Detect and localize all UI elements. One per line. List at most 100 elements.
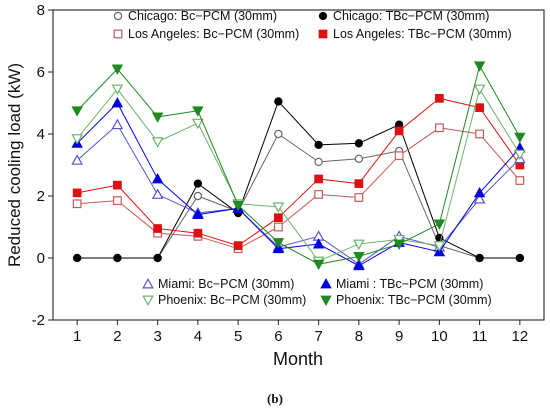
legend-item-chicago-bc-pcm-30mm: Chicago: Bc−PCM (30mm) xyxy=(113,9,277,23)
data-point-miami-tbc-pcm-30mm-month-7 xyxy=(312,238,325,249)
data-point-los-angeles-tbc-pcm-30mm-month-8 xyxy=(354,179,364,188)
data-point-miami-bc-pcm-30mm-month-2 xyxy=(111,118,124,130)
legend-marker-miami-tbc-pcm-30mm xyxy=(320,278,332,289)
data-point-los-angeles-tbc-pcm-30mm-month-4 xyxy=(193,228,203,238)
data-point-los-angeles-bc-pcm-30mm-month-12 xyxy=(515,176,525,185)
series-line-miami-tbc-pcm-30mm xyxy=(76,102,521,267)
data-point-miami-tbc-pcm-30mm-month-2 xyxy=(111,97,124,108)
y-tick-label: 8 xyxy=(37,2,45,19)
x-tick-label: 3 xyxy=(153,328,161,345)
data-point-chicago-tbc-pcm-30mm-month-12 xyxy=(515,253,525,263)
x-tick-label: 10 xyxy=(431,328,448,345)
data-point-phoenix-bc-pcm-30mm-month-8 xyxy=(353,239,365,251)
data-point-phoenix-bc-pcm-30mm-month-2 xyxy=(111,84,124,96)
data-point-los-angeles-bc-pcm-30mm-month-8 xyxy=(354,193,364,202)
series-line-los-angeles-bc-pcm-30mm xyxy=(77,127,521,250)
legend-label-phoenix-bc-pcm-30mm: Phoenix: Bc−PCM (30mm) xyxy=(158,293,306,307)
data-point-miami-bc-pcm-30mm-month-11 xyxy=(473,193,486,204)
x-tick-label: 11 xyxy=(472,328,488,345)
data-point-miami-tbc-pcm-30mm-month-8 xyxy=(353,259,365,271)
x-axis-label: Month xyxy=(273,349,323,369)
x-tick-label: 4 xyxy=(194,328,202,345)
y-tick-label: 6 xyxy=(37,64,45,81)
data-point-chicago-bc-pcm-30mm-month-6 xyxy=(274,129,283,139)
data-point-los-angeles-tbc-pcm-30mm-month-5 xyxy=(233,241,243,250)
legend-label-los-angeles-bc-pcm-30mm: Los Angeles: Bc−PCM (30mm) xyxy=(128,27,299,41)
data-point-miami-bc-pcm-30mm-month-1 xyxy=(71,154,83,165)
data-point-phoenix-tbc-pcm-30mm-month-8 xyxy=(353,252,365,263)
series-line-phoenix-tbc-pcm-30mm xyxy=(76,65,521,265)
data-point-miami-bc-pcm-30mm-month-3 xyxy=(151,188,164,199)
legend-item-phoenix-bc-pcm-30mm: Phoenix: Bc−PCM (30mm) xyxy=(142,293,306,307)
data-point-los-angeles-bc-pcm-30mm-month-7 xyxy=(314,190,324,199)
data-point-los-angeles-bc-pcm-30mm-month-2 xyxy=(112,196,122,206)
series-layer xyxy=(71,61,526,271)
data-point-chicago-bc-pcm-30mm-month-4 xyxy=(193,191,203,201)
data-point-phoenix-tbc-pcm-30mm-month-5 xyxy=(232,200,244,212)
legend-marker-los-angeles-bc-pcm-30mm xyxy=(113,29,123,39)
legend-marker-chicago-bc-pcm-30mm xyxy=(113,11,123,21)
plot-area xyxy=(52,9,545,321)
data-point-chicago-tbc-pcm-30mm-month-8 xyxy=(354,139,364,148)
legend-label-chicago-tbc-pcm-30mm: Chicago: TBc−PCM (30mm) xyxy=(333,9,489,23)
plot-frame xyxy=(52,9,545,321)
data-point-los-angeles-bc-pcm-30mm-month-6 xyxy=(273,222,283,232)
data-point-miami-tbc-pcm-30mm-month-4 xyxy=(192,208,204,219)
data-point-chicago-bc-pcm-30mm-month-7 xyxy=(314,157,323,167)
legend-item-miami-tbc-pcm-30mm: Miami : TBc−PCM (30mm) xyxy=(320,277,483,291)
series-phoenix-tbc-pcm-30mm xyxy=(71,61,526,271)
y-tick-label: -2 xyxy=(32,312,45,329)
legend-label-phoenix-tbc-pcm-30mm: Phoenix: TBc−PCM (30mm) xyxy=(336,293,492,307)
x-tick-label: 9 xyxy=(395,328,403,345)
legend-label-los-angeles-tbc-pcm-30mm: Los Angeles: TBc−PCM (30mm) xyxy=(333,27,512,41)
y-tick-label: 0 xyxy=(37,250,45,267)
data-point-phoenix-tbc-pcm-30mm-month-10 xyxy=(433,219,446,230)
data-point-phoenix-bc-pcm-30mm-month-10 xyxy=(433,241,446,252)
data-point-phoenix-tbc-pcm-30mm-month-3 xyxy=(151,112,164,123)
data-point-phoenix-bc-pcm-30mm-month-12 xyxy=(514,149,526,161)
data-point-los-angeles-bc-pcm-30mm-month-9 xyxy=(394,151,404,161)
legend-marker-chicago-tbc-pcm-30mm xyxy=(318,11,328,21)
legend-label-miami-tbc-pcm-30mm: Miami : TBc−PCM (30mm) xyxy=(336,277,483,291)
data-point-phoenix-bc-pcm-30mm-month-3 xyxy=(151,137,164,148)
data-point-phoenix-tbc-pcm-30mm-month-11 xyxy=(473,61,486,72)
x-tick-label: 5 xyxy=(234,328,242,345)
data-point-los-angeles-tbc-pcm-30mm-month-1 xyxy=(72,188,82,198)
data-point-phoenix-tbc-pcm-30mm-month-9 xyxy=(393,239,405,250)
figure-caption: (b) xyxy=(267,391,283,406)
legend-item-los-angeles-tbc-pcm-30mm: Los Angeles: TBc−PCM (30mm) xyxy=(318,27,512,41)
legend-marker-los-angeles-tbc-pcm-30mm xyxy=(318,29,328,39)
x-tick-label: 2 xyxy=(113,328,121,345)
data-point-los-angeles-tbc-pcm-30mm-month-7 xyxy=(314,174,323,184)
legend-marker-miami-bc-pcm-30mm xyxy=(142,277,154,289)
y-axis-label: Reduced cooling load (kW) xyxy=(5,63,24,267)
data-point-phoenix-tbc-pcm-30mm-month-2 xyxy=(111,64,124,75)
legend-item-phoenix-tbc-pcm-30mm: Phoenix: TBc−PCM (30mm) xyxy=(320,293,492,307)
data-point-miami-tbc-pcm-30mm-month-11 xyxy=(473,186,486,198)
data-point-miami-tbc-pcm-30mm-month-3 xyxy=(151,173,164,184)
legend-label-chicago-bc-pcm-30mm: Chicago: Bc−PCM (30mm) xyxy=(128,9,277,23)
legend-item-chicago-tbc-pcm-30mm: Chicago: TBc−PCM (30mm) xyxy=(318,9,489,23)
data-point-phoenix-tbc-pcm-30mm-month-1 xyxy=(71,106,83,117)
x-tick-label: 6 xyxy=(274,328,282,345)
data-point-los-angeles-bc-pcm-30mm-month-11 xyxy=(475,129,485,139)
x-tick-label: 8 xyxy=(355,328,363,345)
data-point-phoenix-bc-pcm-30mm-month-4 xyxy=(192,118,204,130)
x-tick-label: 1 xyxy=(73,328,81,345)
data-point-chicago-tbc-pcm-30mm-month-2 xyxy=(113,253,122,263)
legend-item-los-angeles-bc-pcm-30mm: Los Angeles: Bc−PCM (30mm) xyxy=(113,27,299,41)
data-point-chicago-tbc-pcm-30mm-month-4 xyxy=(193,179,203,188)
legend-marker-phoenix-tbc-pcm-30mm xyxy=(320,295,332,306)
data-point-phoenix-bc-pcm-30mm-month-6 xyxy=(272,202,285,213)
series-los-angeles-tbc-pcm-30mm xyxy=(72,94,525,250)
data-point-los-angeles-tbc-pcm-30mm-month-11 xyxy=(475,103,484,112)
data-point-chicago-bc-pcm-30mm-month-8 xyxy=(354,154,364,163)
data-point-los-angeles-tbc-pcm-30mm-month-2 xyxy=(113,180,122,190)
data-point-phoenix-tbc-pcm-30mm-month-12 xyxy=(514,132,526,144)
y-tick-label: 4 xyxy=(37,126,45,143)
legend-marker-phoenix-bc-pcm-30mm xyxy=(142,295,154,307)
x-tick-label: 7 xyxy=(314,328,322,345)
data-point-los-angeles-tbc-pcm-30mm-month-6 xyxy=(274,213,283,223)
